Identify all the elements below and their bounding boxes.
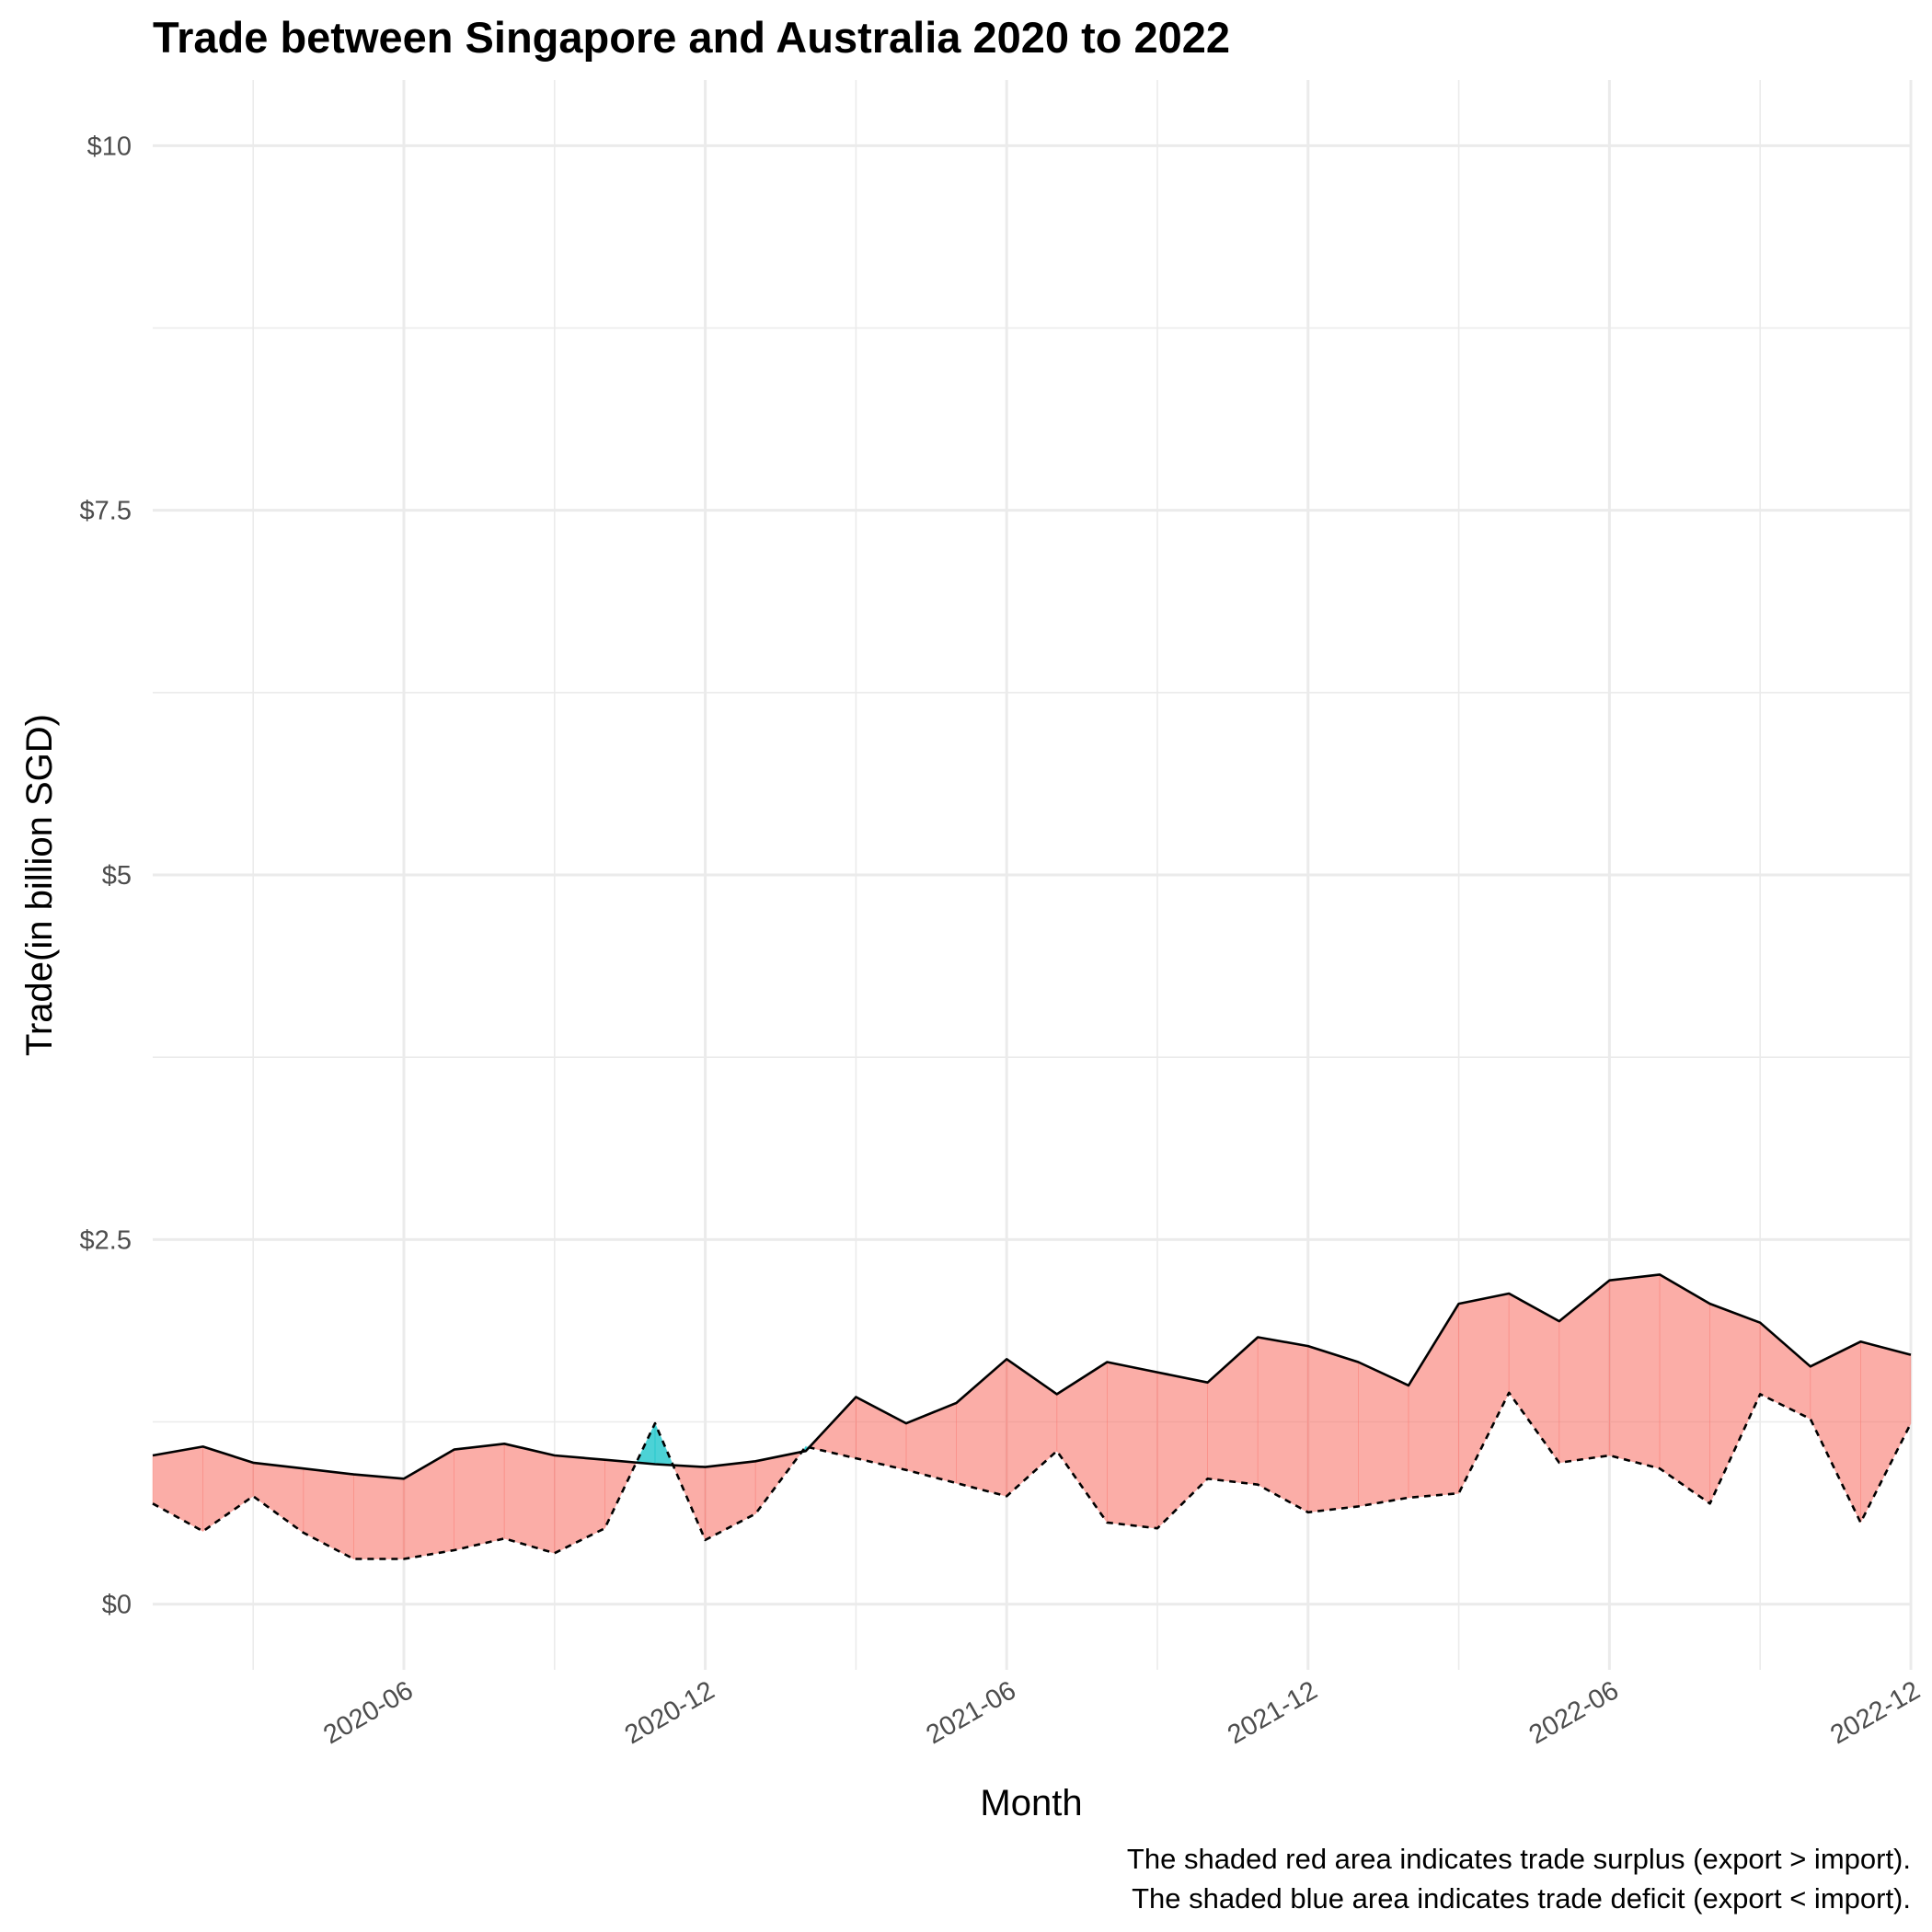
surplus-area	[352, 1474, 405, 1559]
surplus-area	[1006, 1358, 1058, 1498]
surplus-area	[1860, 1340, 1912, 1524]
surplus-area	[1659, 1273, 1710, 1505]
surplus-area	[1508, 1293, 1560, 1465]
surplus-area	[1759, 1321, 1811, 1420]
surplus-area	[1558, 1279, 1610, 1464]
series-lines	[152, 1273, 1913, 1560]
surplus-area	[1056, 1361, 1108, 1524]
surplus-area	[1609, 1273, 1661, 1469]
x-tick-label: 2020-06	[318, 1675, 418, 1750]
y-tick-label: $0	[102, 1591, 132, 1620]
surplus-area	[252, 1462, 305, 1534]
surplus-area	[1307, 1345, 1359, 1513]
y-tick-label: $7.5	[80, 497, 132, 526]
x-tick-label: 2022-06	[1524, 1675, 1624, 1750]
caption-surplus: The shaded red area indicates trade surp…	[1127, 1843, 1911, 1875]
y-tick-label: $10	[87, 132, 132, 161]
y-tick-label: $2.5	[80, 1225, 132, 1255]
x-tick-label: 2020-12	[620, 1675, 719, 1750]
y-axis-ticks: $0 $2.5 $5 $7.5 $10	[80, 132, 132, 1619]
surplus-area	[1358, 1361, 1409, 1507]
export-series-line	[152, 1273, 1912, 1480]
surplus-area	[403, 1448, 455, 1559]
import-series-line	[152, 1391, 1913, 1560]
trade-balance-areas	[152, 1273, 1912, 1560]
chart-title: Trade between Singapore and Australia 20…	[153, 13, 1230, 62]
caption-deficit: The shaded blue area indicates trade def…	[1132, 1882, 1911, 1915]
surplus-area	[1257, 1337, 1309, 1513]
surplus-area	[1709, 1303, 1761, 1504]
x-axis-ticks: 2020-06 2020-12 2021-06 2021-12 2022-06 2022-…	[318, 1675, 1925, 1750]
surplus-area	[503, 1443, 556, 1554]
surplus-area	[554, 1455, 605, 1554]
y-axis-label: Trade(in billion SGD)	[19, 714, 60, 1056]
surplus-area	[454, 1443, 505, 1551]
y-tick-label: $5	[102, 861, 132, 891]
surplus-area	[856, 1396, 907, 1471]
surplus-area	[1107, 1362, 1158, 1529]
x-tick-label: 2021-06	[922, 1675, 1021, 1750]
surplus-area	[1408, 1302, 1459, 1499]
x-tick-label: 2021-12	[1223, 1675, 1322, 1750]
surplus-area	[1458, 1293, 1510, 1494]
x-tick-label: 2022-12	[1825, 1675, 1925, 1750]
x-axis-label: Month	[980, 1783, 1082, 1823]
